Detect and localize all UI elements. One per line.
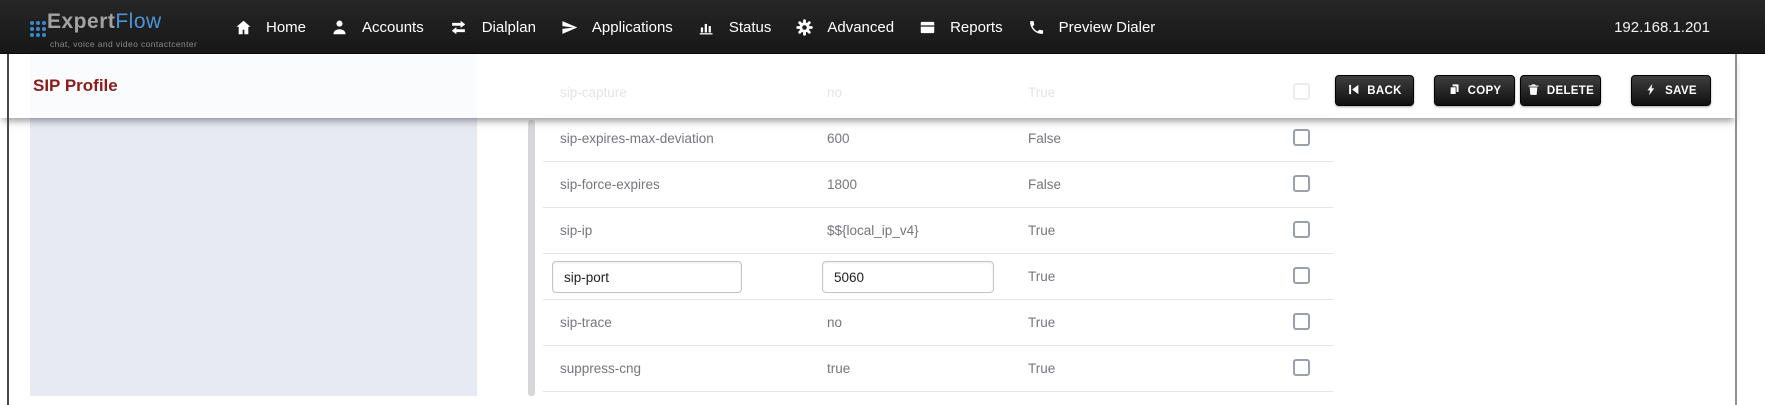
top-navbar: [0, 0, 1765, 54]
param-value: 600: [827, 131, 850, 146]
table-row: sip-expires-max-deviation 600 False: [543, 116, 1333, 162]
table-row: suppress-cng true True: [543, 346, 1333, 392]
brand-logo[interactable]: ExpertFlow chat, voice and video contact…: [30, 8, 260, 52]
nav-item-label: Advanced: [827, 18, 895, 36]
swap-arrows-icon: [449, 19, 468, 36]
skip-back-icon: [1347, 83, 1360, 99]
phone-icon: [1028, 19, 1045, 36]
param-value: $${local_ip_v4}: [827, 223, 919, 238]
param-flag: True: [1028, 269, 1056, 284]
right-edge-line: [1735, 54, 1737, 405]
nav-item-applications[interactable]: Applications: [561, 19, 673, 36]
page-title: SIP Profile: [33, 76, 118, 95]
window-icon: [919, 19, 936, 36]
main-navigation: Home Accounts Dialplan Applications Stat…: [235, 0, 1180, 54]
expertflow-logo-icon: [30, 21, 46, 37]
brand-title-primary: Expert: [47, 10, 116, 33]
person-icon: [331, 19, 348, 36]
gear-icon: [796, 18, 813, 36]
param-flag: True: [1028, 361, 1056, 376]
copy-icon: [1448, 83, 1461, 99]
brand-tagline: chat, voice and video contactcenter: [50, 39, 198, 49]
back-button-label: BACK: [1367, 84, 1402, 97]
param-value-input[interactable]: [822, 261, 994, 293]
bar-chart-icon: [698, 19, 715, 36]
param-value: true: [827, 361, 851, 376]
param-flag: False: [1028, 131, 1062, 146]
row-checkbox[interactable]: [1293, 175, 1310, 192]
nav-item-preview-dialer[interactable]: Preview Dialer: [1028, 18, 1156, 36]
brand-title: ExpertFlow: [47, 10, 162, 34]
nav-item-advanced[interactable]: Advanced: [796, 19, 894, 36]
row-checkbox[interactable]: [1293, 129, 1310, 146]
nav-item-label: Accounts: [362, 18, 424, 36]
param-name: sip-trace: [560, 315, 612, 330]
lightning-icon: [1645, 83, 1658, 99]
param-flag: True: [1028, 315, 1056, 330]
paper-plane-icon: [561, 19, 578, 36]
delete-button[interactable]: DELETE: [1520, 75, 1601, 106]
nav-item-label: Reports: [950, 18, 1003, 36]
row-checkbox[interactable]: [1293, 359, 1310, 376]
row-checkbox[interactable]: [1293, 313, 1310, 330]
row-checkbox[interactable]: [1293, 267, 1310, 284]
row-checkbox[interactable]: [1293, 221, 1310, 238]
copy-button-label: COPY: [1467, 84, 1502, 97]
nav-item-label: Applications: [591, 18, 673, 36]
back-button[interactable]: BACK: [1335, 75, 1414, 106]
table-scrollbar[interactable]: [528, 120, 535, 396]
delete-button-label: DELETE: [1546, 84, 1595, 97]
param-name: sip-ip: [560, 223, 593, 238]
table-row: sip-ip $${local_ip_v4} True: [543, 208, 1333, 254]
table-row: sip-trace no True: [543, 300, 1333, 346]
nav-item-label: Status: [728, 18, 772, 36]
param-value: no: [827, 315, 843, 330]
param-name: sip-force-expires: [560, 177, 660, 192]
param-flag: False: [1028, 177, 1062, 192]
nav-item-reports[interactable]: Reports: [919, 19, 1003, 36]
save-button-label: SAVE: [1665, 84, 1697, 97]
home-icon: [235, 19, 252, 36]
nav-item-status[interactable]: Status: [698, 18, 772, 36]
table-row-editing: True: [543, 254, 1333, 300]
param-flag: True: [1028, 223, 1056, 238]
param-name: suppress-cng: [560, 361, 642, 376]
nav-item-home[interactable]: Home: [235, 19, 306, 36]
nav-item-label: Preview Dialer: [1058, 18, 1156, 36]
nav-item-accounts[interactable]: Accounts: [331, 19, 424, 36]
table-row: sip-force-expires 1800 False: [543, 162, 1333, 208]
brand-title-secondary: Flow: [115, 10, 162, 33]
nav-item-label: Dialplan: [481, 18, 536, 36]
left-edge-line: [7, 54, 9, 405]
param-name-input[interactable]: [552, 261, 742, 293]
param-name: sip-expires-max-deviation: [560, 131, 714, 146]
copy-button[interactable]: COPY: [1434, 75, 1515, 106]
server-address: 192.168.1.201: [1614, 19, 1710, 36]
param-value: 1800: [827, 177, 858, 192]
nav-item-dialplan[interactable]: Dialplan: [449, 19, 536, 36]
nav-item-label: Home: [266, 18, 307, 36]
trash-icon: [1527, 83, 1540, 99]
save-button[interactable]: SAVE: [1631, 75, 1711, 106]
